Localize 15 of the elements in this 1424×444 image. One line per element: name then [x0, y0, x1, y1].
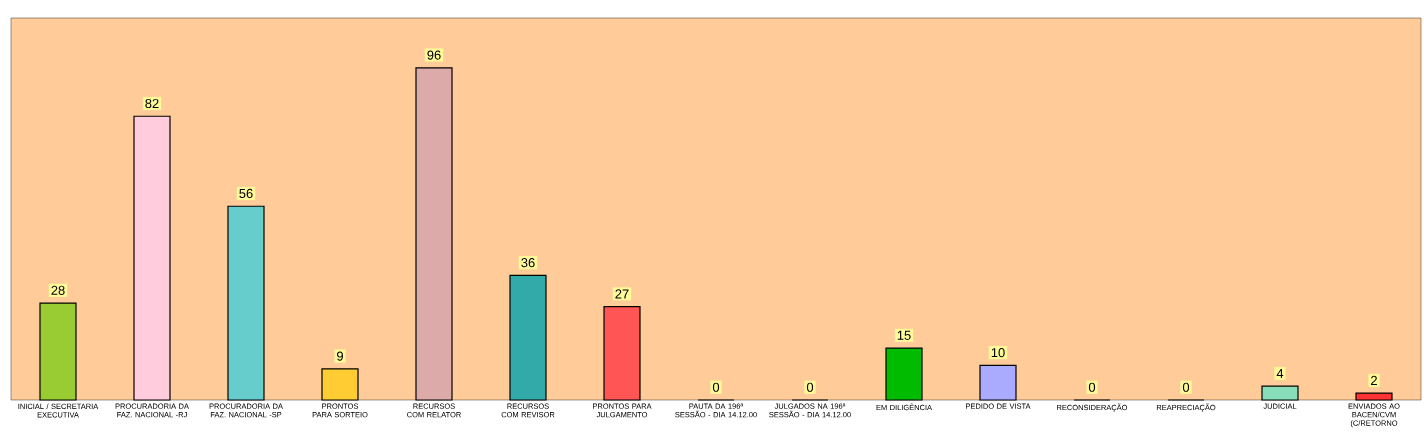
- data-label: 0: [1088, 382, 1096, 392]
- data-label: 0: [1182, 382, 1190, 392]
- data-label: 10: [991, 348, 1005, 358]
- data-label: 28: [51, 285, 65, 295]
- data-label: 96: [427, 50, 441, 60]
- data-label: 0: [712, 382, 720, 392]
- data-label: 2: [1371, 375, 1377, 385]
- data-label: 27: [615, 289, 629, 299]
- data-label: 0: [806, 382, 814, 392]
- data-label: 82: [145, 98, 159, 109]
- data-label: 36: [521, 258, 535, 268]
- data-label: 9: [337, 351, 343, 361]
- data-label: 15: [897, 330, 911, 340]
- data-label: 4: [1276, 369, 1284, 378]
- data-label: 56: [239, 188, 253, 199]
